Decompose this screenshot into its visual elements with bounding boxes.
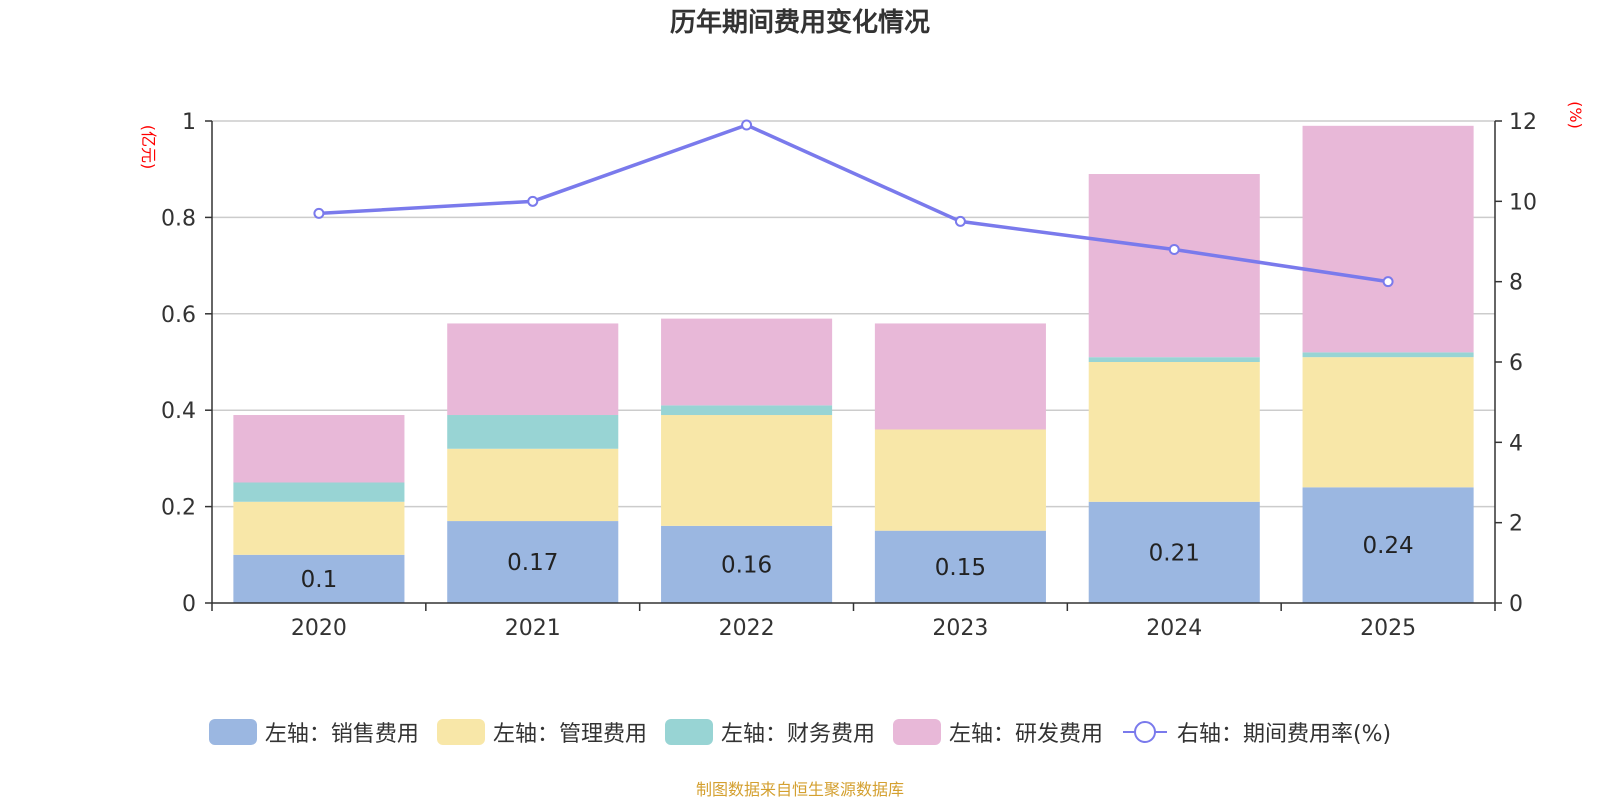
bar-segment-s0-2023: [874, 530, 1046, 603]
legend-item[interactable]: 右轴：期间费用率(%): [1121, 716, 1391, 748]
bar-segment-s0-2020: [233, 554, 405, 603]
x-tick-label: 2023: [932, 616, 988, 641]
bar-segment-s2-2020: [233, 482, 405, 502]
bar-segment-s1-2021: [447, 448, 619, 522]
right-axis-unit: (%): [1566, 101, 1585, 129]
legend-label: 左轴：研发费用: [948, 722, 1103, 747]
left-tick-label: 1: [182, 110, 196, 135]
bar-data-label: 0.17: [507, 550, 558, 576]
x-tick-label: 2021: [505, 616, 561, 641]
x-tick-label: 2024: [1146, 616, 1202, 641]
bar-segment-s3-2023: [874, 323, 1046, 430]
bar-segment-s1-2022: [661, 415, 833, 526]
left-tick-label: 0: [182, 592, 196, 617]
right-tick-label: 12: [1509, 110, 1537, 135]
bar-segment-s2-2021: [447, 415, 619, 449]
left-axis-unit: (亿元): [139, 125, 158, 170]
x-tick-label: 2022: [719, 616, 775, 641]
legend-swatch: [1122, 721, 1167, 743]
right-tick-label: 2: [1509, 512, 1523, 537]
rate-point: [954, 215, 966, 227]
bar-segment-s2-2025: [1302, 352, 1474, 358]
bar-segment-s1-2024: [1088, 362, 1260, 502]
bar-segment-s0-2024: [1088, 501, 1260, 603]
legend-item[interactable]: 左轴：管理费用: [436, 716, 647, 748]
bar-segment-s3-2021: [447, 323, 619, 416]
bar-segment-s0-2022: [661, 525, 833, 603]
rate-point: [527, 195, 539, 207]
rate-line: [318, 123, 1389, 284]
legend-swatch: [436, 719, 485, 745]
bar-segment-s3-2022: [661, 318, 833, 406]
x-tick-label: 2025: [1360, 616, 1416, 641]
right-tick-label: 0: [1509, 592, 1523, 617]
bar-segment-s3-2025: [1302, 125, 1474, 353]
bar-segment-s3-2024: [1088, 174, 1260, 358]
legend-item[interactable]: 左轴：财务费用: [664, 716, 875, 748]
left-tick-label: 0.4: [161, 399, 196, 424]
legend-label: 左轴：财务费用: [720, 722, 875, 747]
bar-segment-s2-2024: [1088, 357, 1260, 362]
right-tick-label: 8: [1509, 271, 1523, 296]
bar-segment-s3-2020: [233, 415, 405, 483]
bar-data-label: 0.16: [721, 552, 772, 578]
bar-data-label: 0.1: [301, 567, 338, 593]
left-tick-label: 0.6: [161, 303, 196, 328]
legend-swatch: [892, 719, 941, 745]
bar-segment-s1-2023: [874, 429, 1046, 531]
right-tick-label: 10: [1509, 190, 1537, 215]
rate-point: [1382, 276, 1394, 288]
bar-segment-s1-2025: [1302, 357, 1474, 488]
legend-label: 右轴：期间费用率(%): [1176, 722, 1392, 747]
legend-swatch: [664, 719, 713, 745]
bar-segment-s1-2020: [233, 501, 405, 555]
legend-item[interactable]: 左轴：销售费用: [208, 716, 419, 748]
right-tick-label: 6: [1509, 351, 1523, 376]
bar-data-label: 0.24: [1362, 533, 1413, 559]
bar-segment-s0-2025: [1302, 487, 1474, 603]
x-tick-label: 2020: [291, 616, 347, 641]
bar-segment-s2-2022: [661, 405, 833, 416]
left-tick-label: 0.8: [161, 206, 196, 231]
left-tick-label: 0.2: [161, 496, 196, 521]
legend-label: 左轴：管理费用: [492, 722, 647, 747]
rate-point: [313, 207, 325, 219]
source-note: 制图数据来自恒生聚源数据库: [695, 780, 904, 799]
legend-swatch: [208, 719, 257, 745]
legend: 左轴：销售费用 左轴：管理费用 左轴：财务费用 左轴：研发费用 右轴：期间费用率(%): [0, 712, 1600, 752]
chart-title: 历年期间费用变化情况: [669, 8, 930, 38]
bar-data-label: 0.15: [935, 555, 986, 581]
legend-label: 左轴：销售费用: [264, 722, 419, 747]
rate-point: [741, 119, 753, 131]
legend-item[interactable]: 左轴：研发费用: [892, 716, 1103, 748]
rate-point: [1168, 244, 1180, 256]
bar-data-label: 0.21: [1149, 540, 1200, 566]
right-tick-label: 4: [1509, 431, 1523, 456]
bar-segment-s0-2021: [447, 521, 619, 603]
